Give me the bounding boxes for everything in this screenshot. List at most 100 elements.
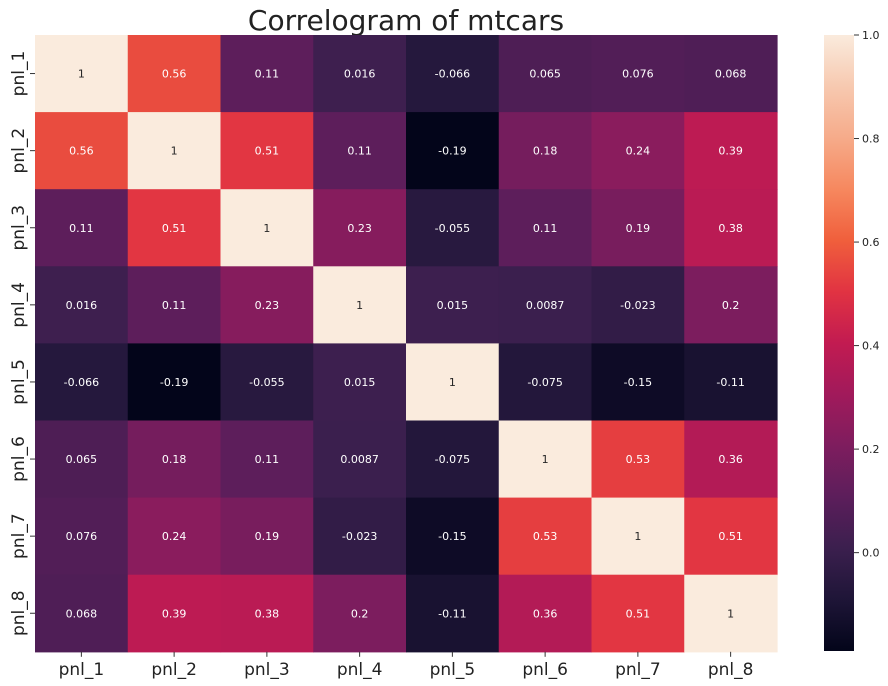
heatmap-cell bbox=[498, 112, 593, 190]
cell-value-label: 0.11 bbox=[255, 68, 280, 81]
heatmap-cell bbox=[127, 343, 222, 422]
cell-value-label: 0.0087 bbox=[340, 453, 379, 466]
x-tick-label: pnl_7 bbox=[615, 660, 661, 680]
x-tick-label: pnl_8 bbox=[708, 660, 754, 680]
y-tick-label: pnl_6 bbox=[9, 436, 29, 482]
heatmap-cell bbox=[684, 189, 778, 267]
heatmap-cell bbox=[220, 189, 314, 267]
heatmap-cell bbox=[684, 420, 778, 499]
heatmap-cell bbox=[313, 266, 407, 344]
cell-value-label: 0.51 bbox=[255, 145, 280, 158]
heatmap-cell bbox=[406, 420, 500, 499]
heatmap-cell bbox=[684, 497, 778, 576]
x-axis: pnl_1 pnl_2 pnl_3 pnl_4 pnl_5 pnl_6 pnl_7 pnl_8 bbox=[59, 651, 754, 680]
colorbar-bar bbox=[824, 35, 854, 651]
heatmap-cell bbox=[406, 35, 500, 113]
heatmap-cell bbox=[35, 497, 129, 576]
cell-value-label: -0.19 bbox=[160, 376, 188, 389]
cell-value-label: -0.11 bbox=[716, 376, 744, 389]
heatmap-cell bbox=[220, 35, 314, 113]
heatmap-cell bbox=[35, 266, 129, 344]
cell-value-label: -0.055 bbox=[249, 376, 284, 389]
heatmap-cell bbox=[406, 343, 500, 422]
y-tick-label: pnl_1 bbox=[9, 51, 29, 97]
cell-value-label: 1 bbox=[263, 222, 270, 235]
cell-value-label: -0.066 bbox=[64, 376, 99, 389]
heatmap-cell bbox=[127, 266, 222, 344]
heatmap-cell bbox=[220, 497, 314, 576]
colorbar-tick-label: 0.4 bbox=[862, 340, 880, 353]
x-tick-label: pnl_5 bbox=[430, 660, 476, 680]
cell-value-label: 0.56 bbox=[162, 68, 187, 81]
x-tick-label: pnl_3 bbox=[244, 660, 290, 680]
cell-value-label: 0.18 bbox=[533, 145, 558, 158]
cell-value-label: 0.11 bbox=[69, 222, 94, 235]
x-tick-label: pnl_2 bbox=[151, 660, 197, 680]
cell-value-label: -0.075 bbox=[435, 453, 470, 466]
y-tick-label: pnl_4 bbox=[9, 282, 29, 328]
cell-value-label: -0.075 bbox=[527, 376, 562, 389]
heatmap-cell bbox=[127, 420, 222, 499]
heatmap-cell bbox=[684, 35, 778, 113]
cell-value-label: 0.39 bbox=[162, 607, 187, 620]
cell-value-label: 0.11 bbox=[162, 299, 187, 312]
cell-value-label: 0.016 bbox=[66, 299, 98, 312]
heatmap-cell bbox=[127, 497, 222, 576]
cell-value-label: 0.36 bbox=[718, 453, 743, 466]
cell-value-label: 0.18 bbox=[162, 453, 187, 466]
cell-value-label: 0.38 bbox=[718, 222, 743, 235]
heatmap-cell bbox=[127, 574, 222, 653]
heatmap-cell bbox=[313, 189, 407, 267]
cell-value-label: 0.51 bbox=[626, 607, 651, 620]
cell-value-label: -0.15 bbox=[438, 530, 466, 543]
y-axis: pnl_1 pnl_2 pnl_3 pnl_4 pnl_5 pnl_6 pnl_7 pnl_8 bbox=[9, 51, 35, 636]
cell-value-label: -0.19 bbox=[438, 145, 466, 158]
heatmap-cell bbox=[498, 189, 593, 267]
cell-value-label: 0.015 bbox=[437, 299, 469, 312]
colorbar: 1.0 0.8 0.6 0.4 0.2 0.0 bbox=[824, 29, 880, 651]
cell-value-label: 0.39 bbox=[718, 145, 743, 158]
heatmap-cell bbox=[220, 112, 314, 190]
heatmap-cell bbox=[35, 189, 129, 267]
cell-value-label: 0.23 bbox=[347, 222, 372, 235]
y-tick-label: pnl_3 bbox=[9, 205, 29, 251]
cell-value-label: 1 bbox=[78, 68, 85, 81]
cell-value-label: -0.023 bbox=[620, 299, 655, 312]
heatmap-cell bbox=[406, 574, 500, 653]
cell-value-label: 0.11 bbox=[347, 145, 372, 158]
heatmap-cell bbox=[591, 420, 685, 499]
heatmap-cell bbox=[35, 112, 129, 190]
cell-value-label: 0.068 bbox=[66, 607, 98, 620]
y-tick-label: pnl_5 bbox=[9, 359, 29, 405]
heatmap-cell bbox=[220, 420, 314, 499]
heatmap-cell bbox=[313, 343, 407, 422]
heatmap-cell bbox=[498, 574, 593, 653]
cell-value-label: 0.076 bbox=[622, 68, 654, 81]
heatmap-cell bbox=[35, 343, 129, 422]
cell-value-label: 0.19 bbox=[255, 530, 280, 543]
y-tick-label: pnl_2 bbox=[9, 128, 29, 174]
cell-value-label: -0.066 bbox=[435, 68, 470, 81]
heatmap-cell bbox=[220, 574, 314, 653]
heatmap-cell bbox=[313, 112, 407, 190]
chart-title: Correlogram of mtcars bbox=[248, 4, 564, 37]
cell-value-label: 0.36 bbox=[533, 607, 558, 620]
heatmap-cell bbox=[313, 497, 407, 576]
cell-value-label: 1 bbox=[727, 607, 734, 620]
heatmap-cell bbox=[591, 574, 685, 653]
heatmap-cell bbox=[498, 35, 593, 113]
heatmap-cell bbox=[684, 343, 778, 422]
heatmap-cell bbox=[35, 420, 129, 499]
heatmap-cell bbox=[591, 112, 685, 190]
colorbar-tick-label: 1.0 bbox=[862, 29, 880, 42]
cell-value-label: 0.53 bbox=[533, 530, 558, 543]
heatmap-cell bbox=[591, 266, 685, 344]
cell-value-label: 0.065 bbox=[529, 68, 561, 81]
heatmap-cell bbox=[406, 497, 500, 576]
cell-value-label: 0.51 bbox=[718, 530, 743, 543]
heatmap-cell bbox=[591, 343, 685, 422]
heatmap-cell bbox=[684, 112, 778, 190]
cell-value-label: 0.24 bbox=[626, 145, 651, 158]
heatmap-cell bbox=[406, 189, 500, 267]
heatmap-cell bbox=[127, 35, 222, 113]
